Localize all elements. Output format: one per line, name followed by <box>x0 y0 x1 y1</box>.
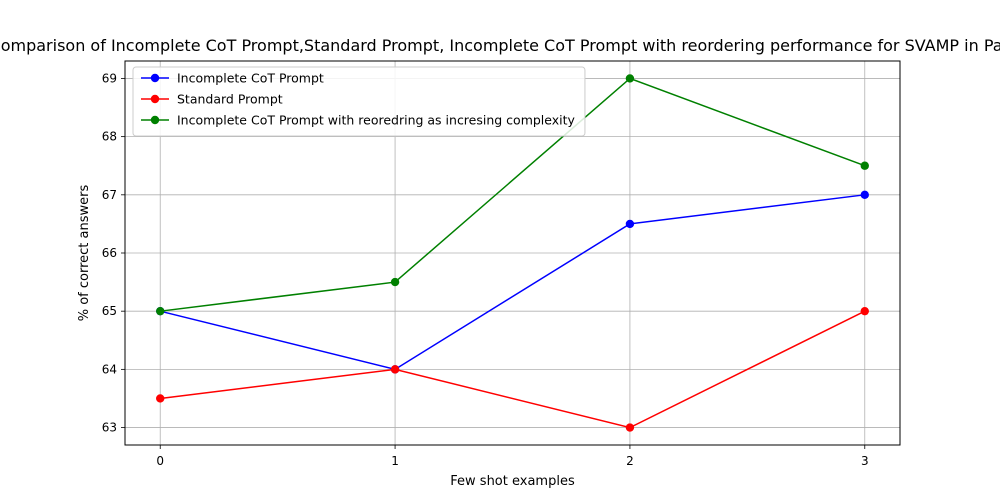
y-tick-label: 69 <box>102 71 117 85</box>
y-tick-label: 63 <box>102 421 117 435</box>
data-point <box>860 161 869 170</box>
x-axis-label: Few shot examples <box>450 474 575 489</box>
legend-marker <box>150 115 160 125</box>
x-tick-label: 3 <box>861 454 869 468</box>
series-lines <box>156 74 869 432</box>
data-point <box>860 306 869 316</box>
data-point <box>390 365 400 374</box>
legend-label: Incomplete CoT Prompt with reoredring as… <box>177 113 576 128</box>
data-point <box>156 306 165 316</box>
data-point <box>625 74 635 83</box>
series-line-1 <box>160 194 865 371</box>
data-point <box>625 423 635 432</box>
legend-box <box>132 66 586 137</box>
data-point <box>390 277 400 287</box>
data-point <box>625 219 635 229</box>
y-tick-label: 66 <box>102 246 117 260</box>
x-tick-label: 2 <box>626 454 634 468</box>
legend-marker <box>150 73 160 83</box>
data-point <box>156 394 165 403</box>
legend: Incomplete CoT Prompt Standard Prompt Inco… <box>132 66 586 137</box>
legend-label: Standard Prompt <box>177 92 283 107</box>
y-tick-label: 67 <box>102 188 117 202</box>
legend-label: Incomplete CoT Prompt <box>177 71 324 86</box>
series-line-2 <box>160 310 866 429</box>
y-axis-label: % of correct answers <box>77 185 92 322</box>
axis-ticks: 0 1 2 3 63 64 65 66 67 68 69 <box>102 71 869 468</box>
y-tick-label: 65 <box>102 304 117 318</box>
chart-title: Comparison of Incomplete CoT Prompt,Stan… <box>0 36 1000 55</box>
x-tick-label: 0 <box>156 454 164 468</box>
series-line-3 <box>160 77 866 312</box>
data-point <box>860 190 869 200</box>
y-tick-label: 68 <box>102 130 117 144</box>
y-tick-label: 64 <box>102 362 117 376</box>
x-tick-label: 1 <box>391 454 399 468</box>
legend-marker <box>150 94 160 104</box>
